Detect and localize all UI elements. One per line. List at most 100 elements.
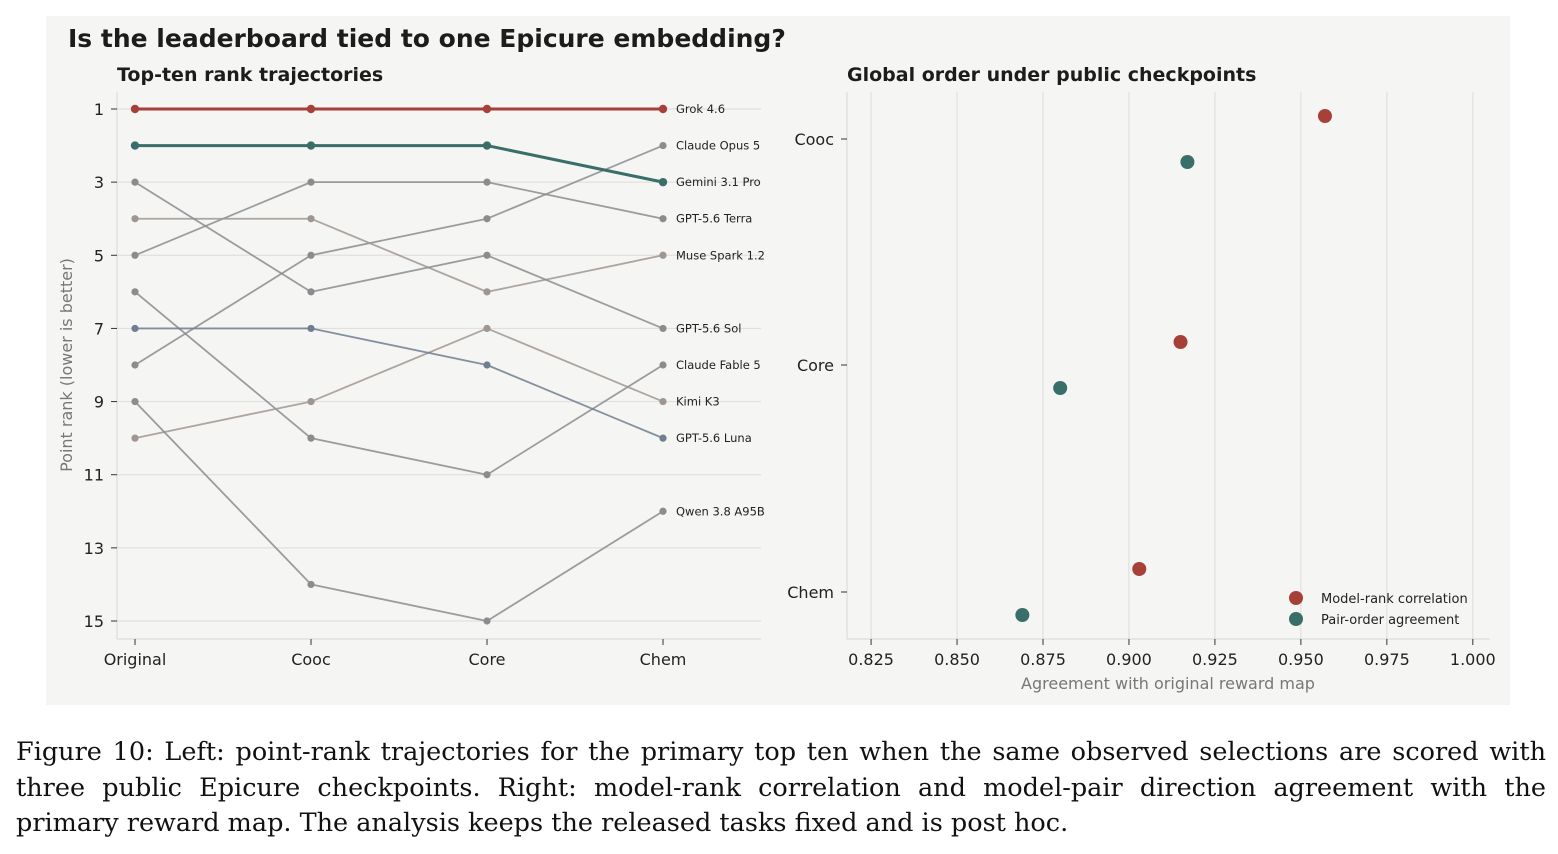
series-point-claude-fable-5-core xyxy=(483,471,491,479)
series-point-gemini-3-1-pro-cooc xyxy=(306,141,316,150)
series-point-gpt-5-6-luna-cooc xyxy=(307,324,315,333)
figure-caption: Figure 10: Left: point-rank trajectories… xyxy=(16,737,1546,838)
series-point-grok-4-6-core xyxy=(482,104,492,114)
series-point-gemini-3-1-pro-core xyxy=(482,141,492,150)
series-label-qwen-3-8-a95b: Qwen 3.8 A95B xyxy=(676,504,765,518)
legend-marker-pair-order-agreement xyxy=(1289,612,1303,626)
left-ytick-label-5: 5 xyxy=(94,246,104,265)
series-label-kimi-k3: Kimi K3 xyxy=(676,395,720,409)
left-ytick-label-13: 13 xyxy=(84,539,104,558)
series-point-gpt-5-6-sol-original xyxy=(131,178,139,186)
right-y-ticks: Cooc Core Chem xyxy=(787,130,847,602)
point-pair-order-agreement-cooc xyxy=(1180,155,1195,169)
right-xtick-label-1-000: 1.000 xyxy=(1450,650,1496,669)
series-point-gpt-5-6-sol-core xyxy=(483,251,491,259)
series-label-gpt-5-6-terra: GPT-5.6 Terra xyxy=(676,212,752,226)
series-point-claude-fable-5-original xyxy=(131,288,139,296)
left-series-labels: Grok 4.6 Claude Opus 5 Gemini 3.1 Pro GPT-5… xyxy=(676,102,765,518)
series-point-kimi-k3-core xyxy=(483,324,491,333)
series-line-kimi-k3 xyxy=(134,327,664,440)
left-gridlines xyxy=(117,108,761,622)
series-point-grok-4-6-chem xyxy=(658,104,668,114)
right-xtick-label-0-950: 0.950 xyxy=(1278,650,1324,669)
right-xtick-label-0-975: 0.975 xyxy=(1364,650,1410,669)
series-point-gpt-5-6-luna-original xyxy=(131,324,139,333)
series-point-qwen-3-8-a95b-original xyxy=(131,397,139,406)
right-ytick-label-core: Core xyxy=(797,356,834,375)
series-point-gpt-5-6-sol-cooc xyxy=(307,288,315,296)
series-line-gpt-5-6-sol xyxy=(134,181,664,330)
series-point-qwen-3-8-a95b-cooc xyxy=(307,580,315,589)
series-point-qwen-3-8-a95b-core xyxy=(483,617,491,625)
right-legend: Model-rank correlation Pair-order agreeme… xyxy=(1289,591,1468,628)
series-label-gpt-5-6-luna: GPT-5.6 Luna xyxy=(676,431,752,445)
series-label-gpt-5-6-sol: GPT-5.6 Sol xyxy=(676,321,741,335)
series-line-gpt-5-6-luna xyxy=(135,327,664,439)
left-ytick-label-9: 9 xyxy=(94,393,104,412)
left-ytick-label-11: 11 xyxy=(84,466,104,485)
series-point-gpt-5-6-luna-chem xyxy=(659,434,667,442)
series-point-gpt-5-6-luna-core xyxy=(483,361,491,369)
series-label-claude-opus-5: Claude Opus 5 xyxy=(676,139,760,153)
point-model-rank-correlation-chem xyxy=(1132,562,1147,576)
right-xtick-label-0-850: 0.850 xyxy=(934,650,980,669)
series-label-grok-4-6: Grok 4.6 xyxy=(676,102,725,116)
figure-panel xyxy=(46,16,1510,705)
right-xtick-label-0-825: 0.825 xyxy=(848,650,894,669)
series-point-gemini-3-1-pro-original xyxy=(130,141,140,150)
series-line-gemini-3-1-pro xyxy=(135,144,664,184)
series-point-kimi-k3-original xyxy=(131,434,139,442)
series-point-muse-spark-1-2-core xyxy=(483,288,491,296)
point-pair-order-agreement-core xyxy=(1053,381,1068,395)
series-point-gpt-5-6-sol-chem xyxy=(659,324,667,333)
series-label-claude-fable-5: Claude Fable 5 xyxy=(676,358,761,372)
left-xtick-label-original: Original xyxy=(104,650,167,669)
left-xtick-label-cooc: Cooc xyxy=(291,650,331,669)
left-xtick-label-core: Core xyxy=(468,650,505,669)
series-point-grok-4-6-cooc xyxy=(306,104,316,114)
left-xtick-label-chem: Chem xyxy=(640,650,687,669)
right-chart-title: Global order under public checkpoints xyxy=(847,64,1256,86)
series-point-claude-fable-5-cooc xyxy=(307,434,315,442)
right-points xyxy=(1015,109,1332,622)
left-y-axis-label: Point rank (lower is better) xyxy=(57,258,76,472)
series-line-claude-opus-5 xyxy=(134,144,664,366)
series-line-claude-fable-5 xyxy=(134,291,664,476)
left-x-ticks: Original Cooc Core Chem xyxy=(104,639,687,669)
series-line-muse-spark-1-2 xyxy=(135,217,664,293)
right-xtick-label-0-900: 0.900 xyxy=(1106,650,1152,669)
series-point-claude-opus-5-core xyxy=(483,215,491,223)
series-label-muse-spark-1-2: Muse Spark 1.2 xyxy=(676,248,765,262)
point-pair-order-agreement-chem xyxy=(1015,608,1030,622)
series-point-gpt-5-6-terra-chem xyxy=(659,215,667,223)
figure-title: Is the leaderboard tied to one Epicure e… xyxy=(68,24,786,53)
series-line-qwen-3-8-a95b xyxy=(134,400,664,622)
left-ytick-label-3: 3 xyxy=(94,173,104,192)
right-ytick-label-cooc: Cooc xyxy=(794,130,834,149)
legend-label-pair-order-agreement: Pair-order agreement xyxy=(1321,613,1459,628)
legend-label-model-rank-correlation: Model-rank correlation xyxy=(1321,592,1468,607)
series-label-gemini-3-1-pro: Gemini 3.1 Pro xyxy=(676,175,761,189)
series-point-qwen-3-8-a95b-chem xyxy=(659,507,667,515)
series-point-muse-spark-1-2-cooc xyxy=(307,215,315,223)
left-ytick-label-15: 15 xyxy=(84,612,104,631)
series-point-kimi-k3-cooc xyxy=(307,397,315,406)
series-point-claude-opus-5-chem xyxy=(659,141,667,150)
right-x-ticks: 0.825 0.850 0.875 0.900 0.925 0.950 0.975 1.000 xyxy=(848,639,1496,669)
series-point-gpt-5-6-terra-original xyxy=(131,251,139,259)
series-point-muse-spark-1-2-chem xyxy=(659,251,667,259)
legend-marker-model-rank-correlation xyxy=(1289,591,1303,605)
series-point-gpt-5-6-terra-core xyxy=(483,178,491,186)
right-ytick-label-chem: Chem xyxy=(787,583,834,602)
agreement-dot-chart: Global order under public checkpoints 0.… xyxy=(787,64,1495,693)
right-gridlines xyxy=(870,92,1474,639)
right-xtick-label-0-875: 0.875 xyxy=(1020,650,1066,669)
series-point-kimi-k3-chem xyxy=(659,397,667,406)
series-point-muse-spark-1-2-original xyxy=(131,215,139,223)
left-series-lines xyxy=(130,104,668,625)
left-ytick-label-1: 1 xyxy=(94,100,104,119)
right-xtick-label-0-925: 0.925 xyxy=(1192,650,1238,669)
